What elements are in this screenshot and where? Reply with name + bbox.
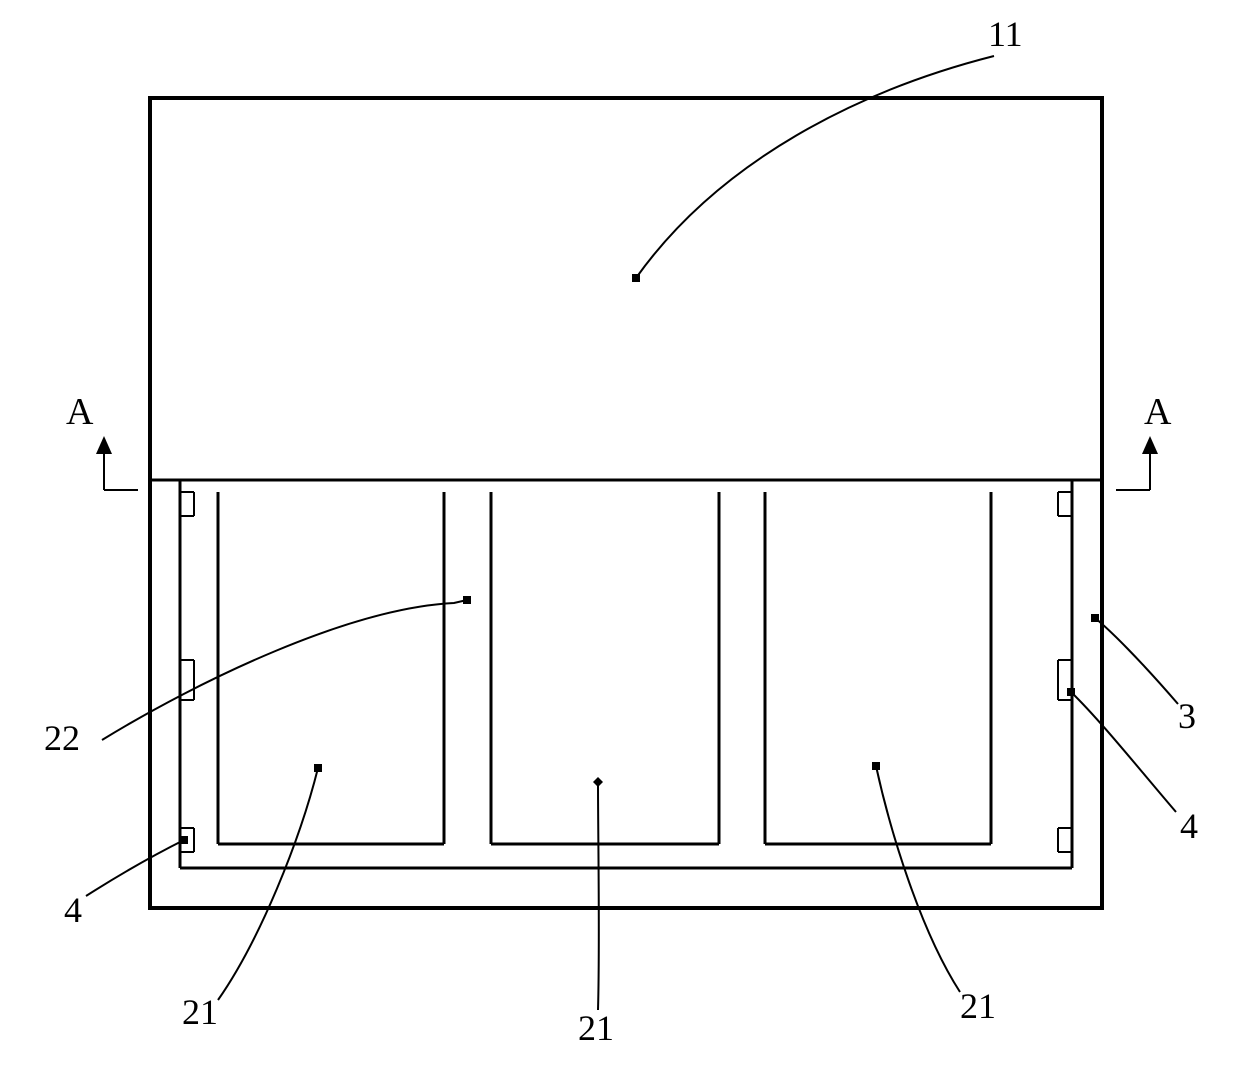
section-mark-right: A (1116, 391, 1172, 490)
section-mark-left: A (66, 391, 138, 490)
callout-label-22: 22 (44, 718, 80, 758)
callout-label-11: 11 (988, 14, 1023, 54)
callout-label-4-right: 4 (1180, 806, 1198, 846)
clips (180, 492, 1072, 852)
callout-label-21-mid: 21 (578, 1008, 614, 1048)
callout-21-left: 21 (182, 764, 322, 1032)
section-label-right: A (1144, 391, 1172, 433)
callout-11: 11 (632, 14, 1023, 282)
callout-22: 22 (44, 596, 471, 758)
compartments (218, 492, 991, 844)
callout-4-left: 4 (64, 836, 188, 930)
inner-panel (180, 480, 1072, 868)
callout-label-21-right: 21 (960, 986, 996, 1026)
callout-label-3: 3 (1178, 696, 1196, 736)
section-label-left: A (66, 391, 94, 433)
callout-label-21-left: 21 (182, 992, 218, 1032)
outer-box (150, 98, 1102, 908)
clip-1 (180, 492, 194, 516)
callout-21-right: 21 (872, 762, 996, 1026)
clip-6 (1058, 828, 1072, 852)
clip-2 (1058, 492, 1072, 516)
compartment-3 (765, 492, 991, 844)
technical-drawing: A A 11 22 3 4 4 21 21 21 (0, 0, 1240, 1071)
callout-3: 3 (1091, 614, 1196, 736)
callout-label-4-left: 4 (64, 890, 82, 930)
compartment-2 (491, 492, 719, 844)
compartment-1 (218, 492, 444, 844)
callout-21-mid: 21 (578, 777, 614, 1048)
